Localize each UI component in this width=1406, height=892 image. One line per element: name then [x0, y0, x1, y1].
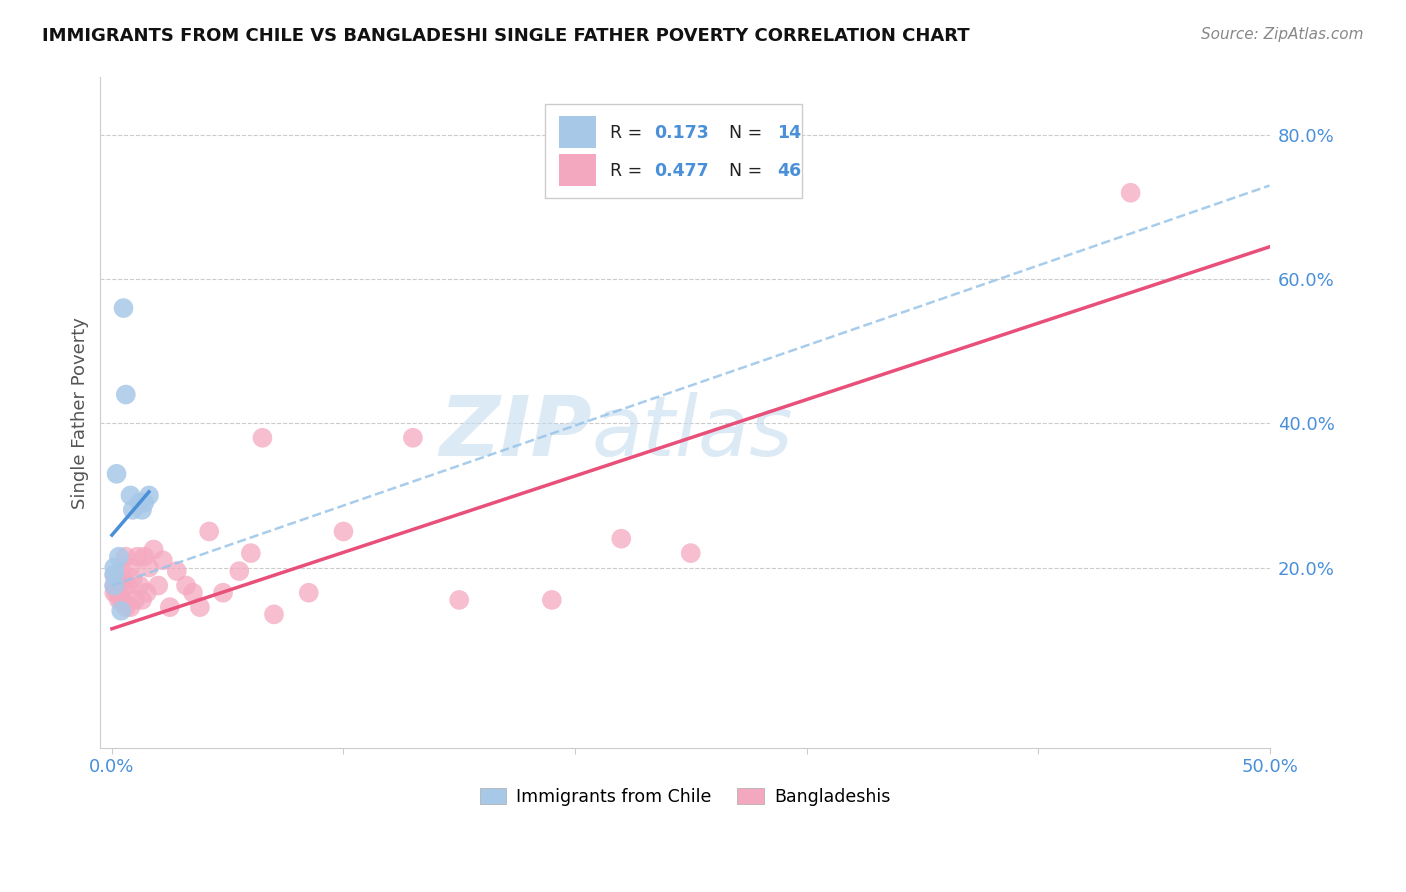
Point — [108, 578, 131, 592]
Text: N =: N = — [717, 124, 768, 142]
Point — [212, 586, 235, 600]
Point — [105, 571, 128, 585]
Point — [117, 578, 139, 592]
Point — [188, 600, 211, 615]
Point — [402, 431, 425, 445]
Point — [128, 496, 150, 510]
Y-axis label: Single Father Poverty: Single Father Poverty — [72, 317, 89, 508]
FancyBboxPatch shape — [558, 153, 596, 186]
Point — [103, 560, 125, 574]
Point — [131, 593, 153, 607]
Text: Source: ZipAtlas.com: Source: ZipAtlas.com — [1201, 27, 1364, 42]
Point — [108, 549, 131, 564]
Point — [110, 564, 132, 578]
Point — [103, 578, 125, 592]
Text: 0.173: 0.173 — [655, 124, 709, 142]
Point — [105, 586, 128, 600]
Point — [128, 578, 150, 592]
Text: N =: N = — [717, 162, 768, 180]
Point — [142, 542, 165, 557]
Point — [103, 586, 125, 600]
Point — [138, 560, 160, 574]
Point — [1119, 186, 1142, 200]
Point — [112, 578, 135, 592]
Point — [134, 496, 156, 510]
Legend: Immigrants from Chile, Bangladeshis: Immigrants from Chile, Bangladeshis — [472, 780, 897, 813]
Point — [610, 532, 633, 546]
Text: 0.477: 0.477 — [655, 162, 709, 180]
Text: IMMIGRANTS FROM CHILE VS BANGLADESHI SINGLE FATHER POVERTY CORRELATION CHART: IMMIGRANTS FROM CHILE VS BANGLADESHI SIN… — [42, 27, 970, 45]
Point — [138, 488, 160, 502]
Point — [103, 567, 125, 582]
Point — [103, 567, 125, 582]
Point — [540, 593, 562, 607]
Point — [332, 524, 354, 539]
Point — [120, 488, 142, 502]
Point — [181, 586, 204, 600]
Text: 14: 14 — [778, 124, 801, 142]
Point — [174, 578, 197, 592]
FancyBboxPatch shape — [558, 116, 596, 148]
Point — [198, 524, 221, 539]
Point — [114, 549, 136, 564]
Point — [239, 546, 262, 560]
Point — [135, 586, 157, 600]
Point — [148, 578, 170, 592]
Point — [124, 593, 146, 607]
Point — [252, 431, 274, 445]
Point — [120, 600, 142, 615]
Point — [114, 600, 136, 615]
Point — [103, 578, 125, 592]
Point — [152, 553, 174, 567]
Point — [131, 503, 153, 517]
Point — [105, 467, 128, 481]
Point — [166, 564, 188, 578]
Point — [679, 546, 702, 560]
Point — [449, 593, 471, 607]
Text: 46: 46 — [778, 162, 801, 180]
Point — [298, 586, 321, 600]
Point — [108, 593, 131, 607]
FancyBboxPatch shape — [544, 104, 801, 198]
Point — [159, 600, 181, 615]
Text: R =: R = — [610, 124, 648, 142]
Point — [121, 503, 143, 517]
Point — [228, 564, 250, 578]
Point — [110, 604, 132, 618]
Text: atlas: atlas — [592, 392, 793, 473]
Text: R =: R = — [610, 162, 648, 180]
Point — [121, 571, 143, 585]
Point — [112, 301, 135, 315]
Point — [114, 387, 136, 401]
Text: ZIP: ZIP — [439, 392, 592, 473]
Point — [110, 593, 132, 607]
Point — [127, 549, 149, 564]
Point — [134, 549, 156, 564]
Point — [263, 607, 285, 622]
Point — [120, 560, 142, 574]
Point — [112, 593, 135, 607]
